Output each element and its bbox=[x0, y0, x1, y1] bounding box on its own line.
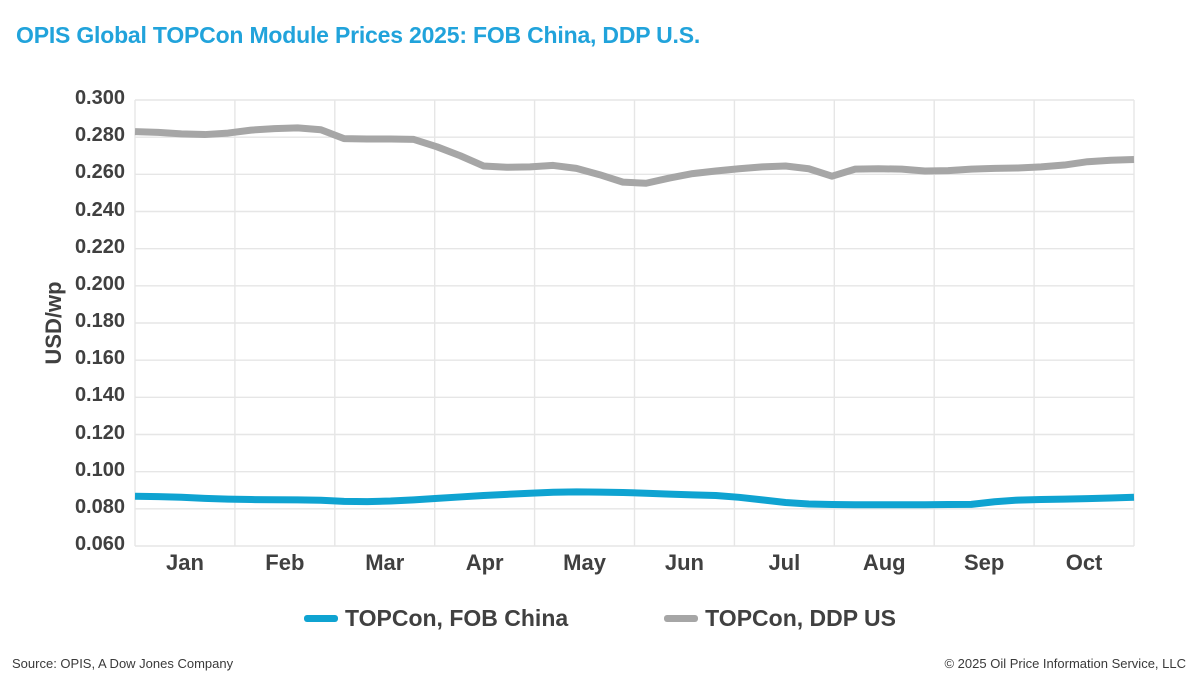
y-tick-label: 0.220 bbox=[74, 235, 125, 258]
y-tick-label: 0.080 bbox=[74, 495, 125, 518]
y-tick-label: 0.180 bbox=[74, 310, 125, 332]
x-tick-label-aug: Aug bbox=[862, 550, 906, 575]
x-tick-label-feb: Feb bbox=[265, 550, 305, 575]
series-line-ddp-us bbox=[134, 124, 1135, 187]
legend-label-ddp-us: TOPCon, DDP US bbox=[705, 605, 897, 631]
legend-swatch-ddp-us bbox=[664, 615, 699, 622]
legend-label-fob-china: TOPCon, FOB China bbox=[344, 605, 569, 631]
x-tick-label-mar: Mar bbox=[365, 550, 405, 575]
y-tick-label: 0.200 bbox=[74, 272, 125, 295]
legend-swatch-fob-china bbox=[303, 615, 338, 622]
series-line-fob-china bbox=[134, 488, 1135, 509]
x-tick-label-sep: Sep bbox=[963, 550, 1005, 575]
copyright-note: © 2025 Oil Price Information Service, LL… bbox=[944, 656, 1186, 671]
y-tick-label: 0.140 bbox=[74, 384, 125, 407]
y-tick-label: 0.100 bbox=[74, 458, 125, 481]
x-tick-label-jul: Jul bbox=[768, 550, 801, 575]
chart-title: OPIS Global TOPCon Module Prices 2025: F… bbox=[16, 22, 701, 48]
legend-item-fob-china[interactable]: TOPCon, FOB China bbox=[303, 605, 569, 632]
y-tick-label: 0.240 bbox=[74, 198, 125, 221]
y-axis-tick-labels: 0.300 0.280 0.260 0.240 0.220 0.200 0.180 0.160… bbox=[25, 0, 125, 682]
source-note: Source: OPIS, A Dow Jones Company bbox=[12, 656, 234, 671]
legend-item-ddp-us[interactable]: TOPCon, DDP US bbox=[664, 605, 896, 632]
chart-legend: TOPCon, FOB China TOPCon, DDP US bbox=[0, 605, 1200, 632]
x-tick-label-jun: Jun bbox=[664, 550, 704, 575]
y-tick-label: 0.060 bbox=[74, 533, 125, 555]
x-tick-label-jan: Jan bbox=[165, 550, 204, 575]
x-tick-label-may: May bbox=[563, 550, 606, 575]
y-tick-label: 0.160 bbox=[74, 347, 125, 370]
y-tick-label: 0.260 bbox=[74, 161, 125, 184]
y-tick-label: 0.280 bbox=[74, 124, 125, 147]
y-tick-label: 0.120 bbox=[74, 421, 125, 444]
y-tick-label: 0.300 bbox=[74, 87, 125, 109]
x-tick-label-apr: Apr bbox=[465, 550, 504, 575]
x-tick-label-oct: Oct bbox=[1065, 550, 1103, 575]
